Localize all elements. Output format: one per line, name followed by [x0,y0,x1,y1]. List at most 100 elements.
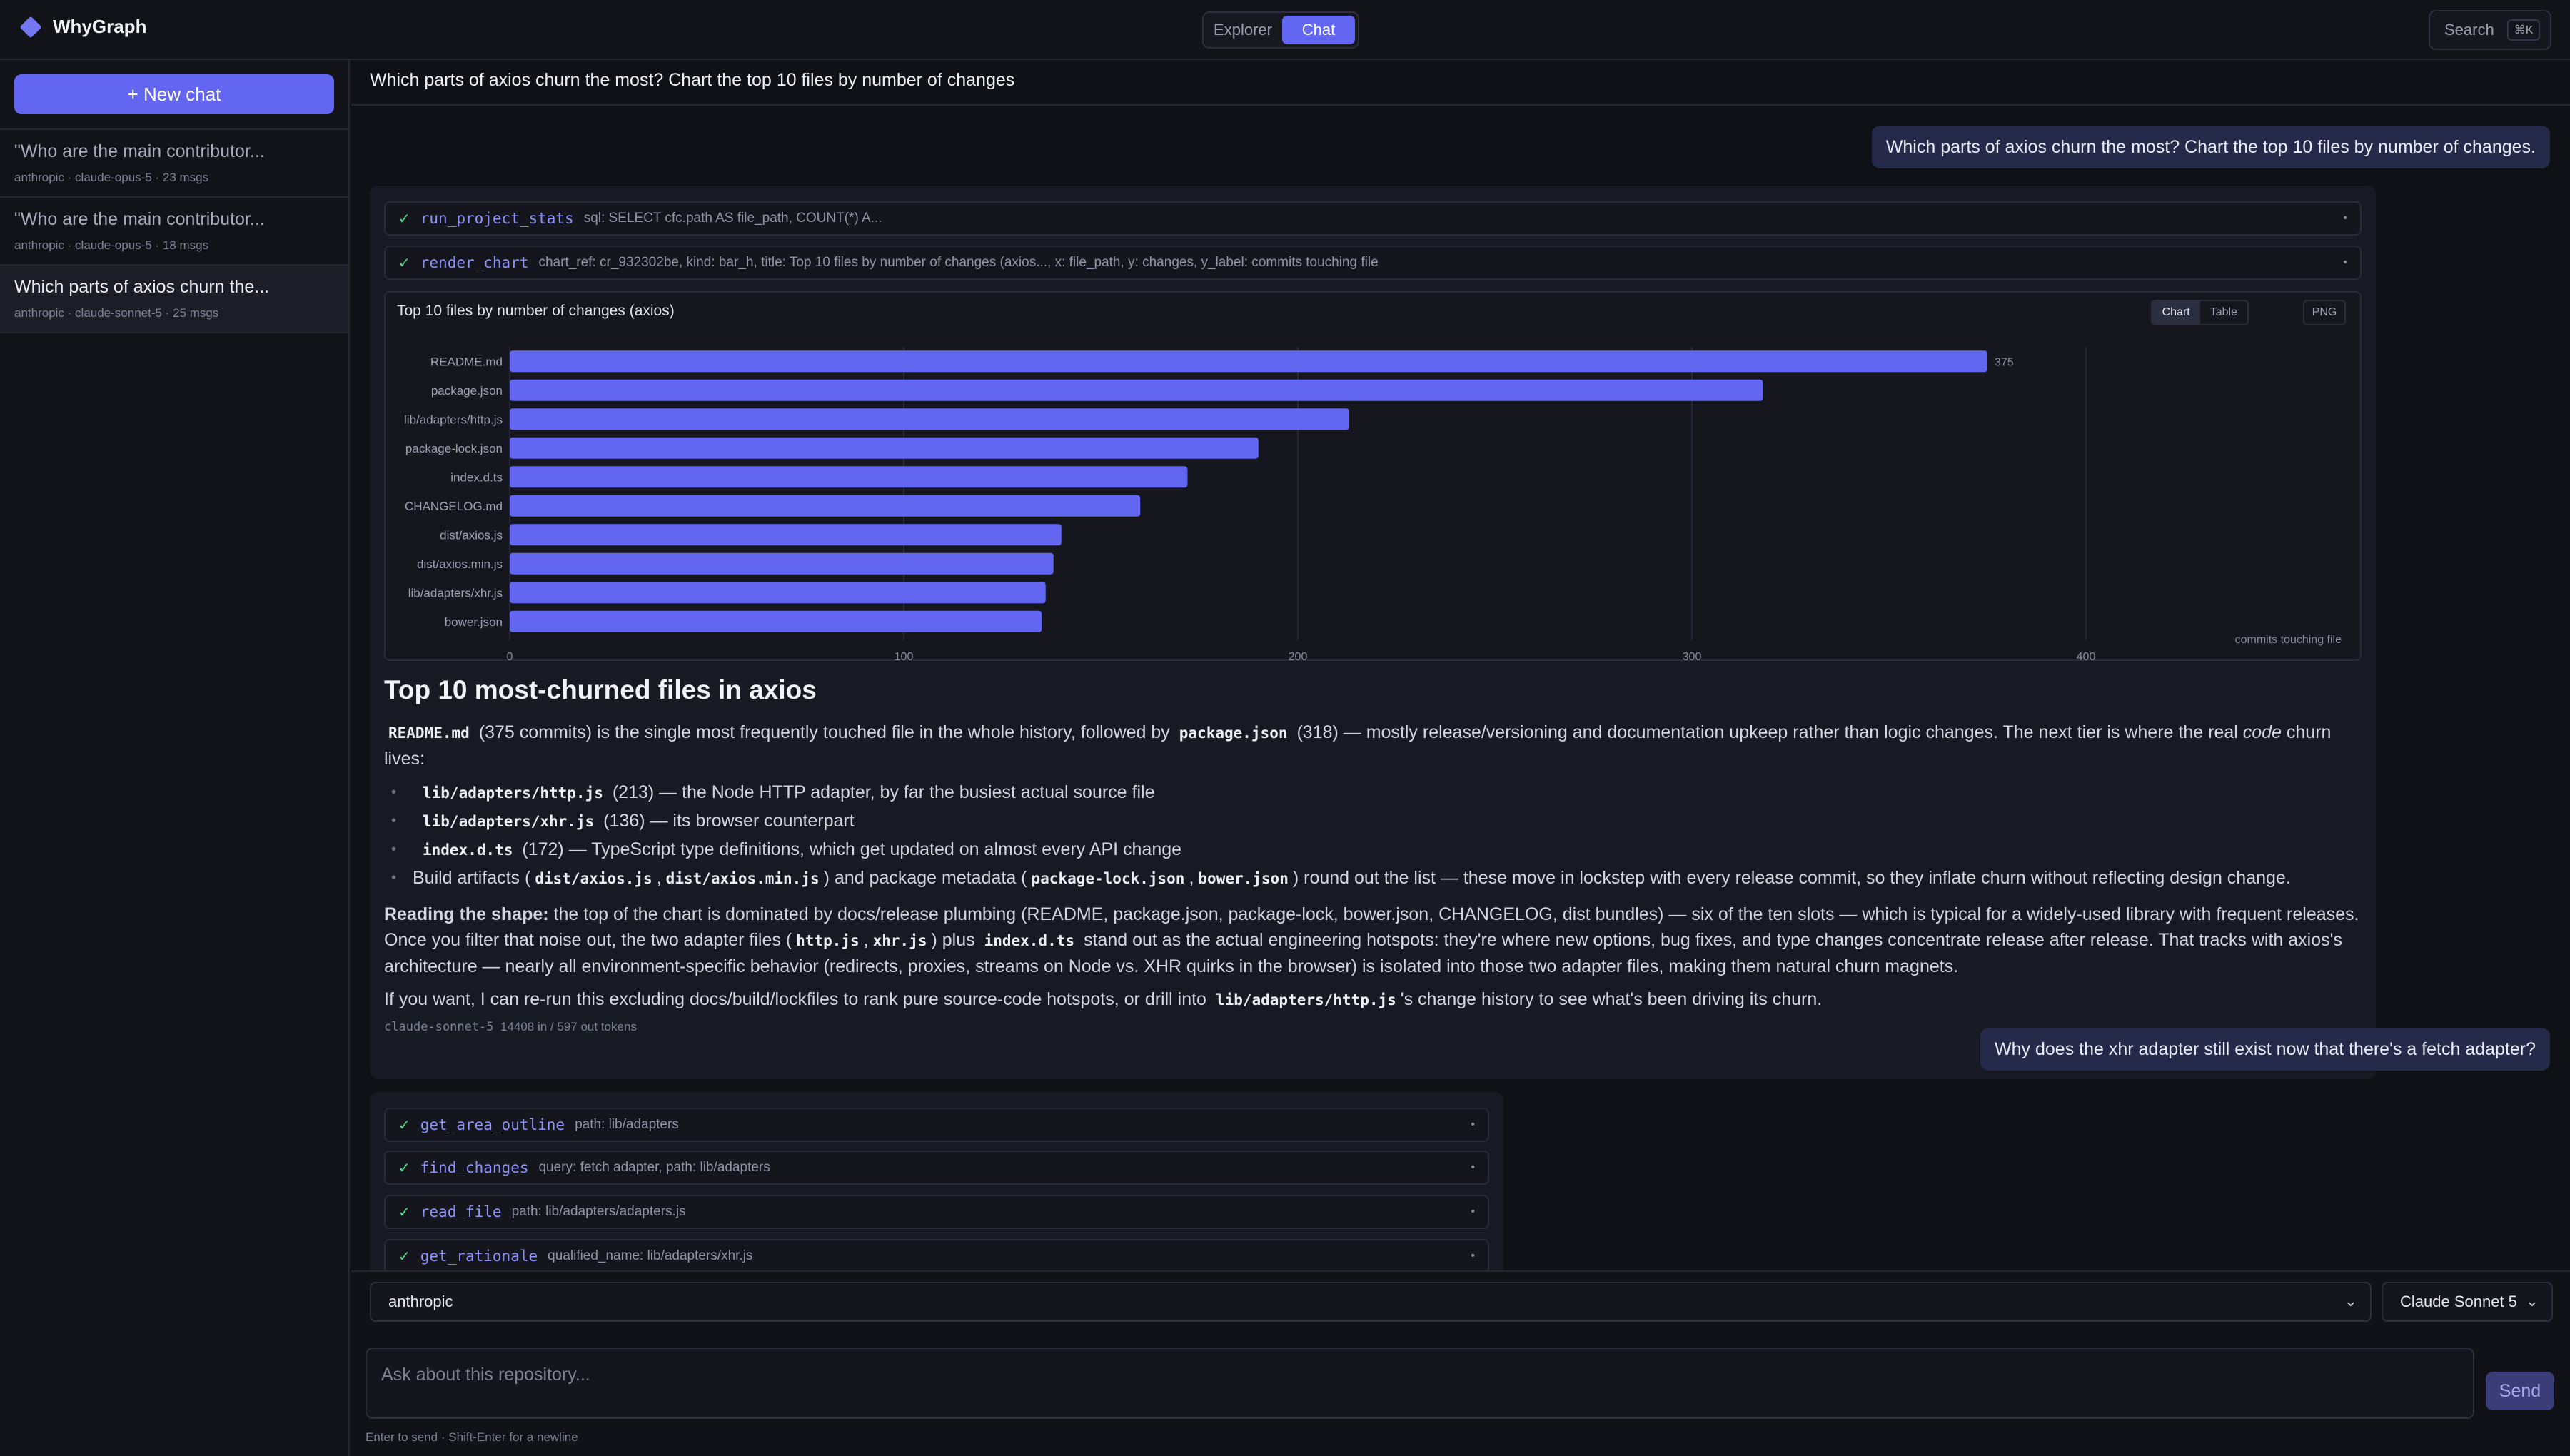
bar [510,552,1054,575]
model-name: claude-sonnet-5 [384,1020,494,1034]
bar [510,437,1259,459]
answer-heading: Top 10 most-churned files in axios [384,675,817,704]
chevron-down-icon: ⌄ [2344,1292,2357,1310]
data-label: 375 [1995,356,2014,368]
search-label: Search [2444,21,2494,39]
sidebar: + New chat "Who are the main contributor… [0,60,350,1456]
chat-list: "Who are the main contributor... anthrop… [0,128,348,333]
chart-panel: 0 100 200 300 400 README.md package.json lib/ad… [384,291,2362,662]
x-tick-label: 0 [507,651,513,662]
new-chat-button[interactable]: + New chat [14,74,334,114]
app-name: WhyGraph [53,16,147,37]
tool-call[interactable]: ✓ get_rationale qualified_name: lib/adap… [384,1239,1489,1273]
x-axis-label: commits touching file [2235,634,2342,646]
tool-call[interactable]: ✓ render_chart chart_ref: cr_932302be, k… [384,246,2362,280]
chat-title: "Who are the main contributor... [14,141,265,161]
bar [510,350,1987,373]
tool-call[interactable]: ✓ find_changes query: fetch adapter, pat… [384,1151,1489,1185]
chat-title: "Who are the main contributor... [14,209,265,229]
expand-icon: • [1471,1118,1475,1131]
table-view-button[interactable]: Table [2209,306,2237,318]
user-message: Why does the xhr adapter still exist now… [1980,1028,2550,1071]
tool-call[interactable]: ✓ get_area_outline path: lib/adapters • [384,1108,1489,1142]
check-icon: ✓ [398,1204,410,1220]
export-png-button[interactable]: PNG [2303,300,2346,325]
tool-call[interactable]: ✓ read_file path: lib/adapters/adapters.… [384,1195,1489,1229]
chart-view-toggle: Chart Table [2150,300,2249,325]
x-tick-label: 400 [2077,651,2096,662]
composer: anthropic ⌄ Claude Sonnet 5 ⌄ Ask about … [351,1270,2570,1456]
chat-title: Which parts of axios churn the... [14,277,270,297]
answer-list: lib/adapters/http.js (213) — the Node HT… [384,779,2362,893]
y-tick-label: bower.json [445,615,503,629]
model-select[interactable]: Claude Sonnet 5 ⌄ [2382,1282,2553,1322]
send-button[interactable]: Send [2486,1372,2554,1410]
mode-switch: Explorer Chat [1202,11,1359,49]
token-count: 14408 in / 597 out tokens [500,1020,637,1033]
y-tick-label: dist/axios.min.js [417,557,503,571]
chat-main: Which parts of axios churn the most? Cha… [351,60,2570,1456]
check-icon: ✓ [398,211,410,227]
tool-name: get_rationale [420,1248,538,1265]
chat-list-item[interactable]: "Who are the main contributor... anthrop… [0,130,348,198]
tool-name: render_chart [420,254,529,271]
bar-chart: 0 100 200 300 400 README.md package.json lib/ad… [404,347,2342,662]
chat-list-item-active[interactable]: Which parts of axios churn the... anthro… [0,266,348,333]
tool-args: path: lib/adapters/adapters.js [511,1204,686,1219]
expand-icon: • [2343,212,2347,224]
tool-args: path: lib/adapters [575,1117,679,1132]
assistant-message: ✓ run_project_stats sql: SELECT cfc.path… [370,186,2376,1079]
y-tick-label: lib/adapters/xhr.js [408,586,503,600]
tool-name: read_file [420,1203,502,1220]
check-icon: ✓ [398,255,410,271]
list-item: index.d.ts (172) — TypeScript type defin… [384,836,2362,864]
answer-paragraph: Reading the shape: the top of the chart … [384,904,2359,976]
model-value: Claude Sonnet 5 [2400,1293,2517,1310]
list-item: lib/adapters/xhr.js (136) — its browser … [384,807,2362,836]
chat-list-item[interactable]: "Who are the main contributor... anthrop… [0,198,348,266]
tool-args: qualified_name: lib/adapters/xhr.js [548,1248,753,1263]
tool-args: chart_ref: cr_932302be, kind: bar_h, tit… [538,255,1379,270]
provider-select[interactable]: anthropic ⌄ [370,1282,2372,1322]
check-icon: ✓ [398,1160,410,1176]
list-item: Build artifacts (dist/axios.js,dist/axio… [384,864,2362,893]
answer-body: Top 10 most-churned files in axios READM… [384,675,2362,1034]
provider-value: anthropic [388,1293,453,1310]
y-tick-label: README.md [430,355,503,368]
conversation-title: Which parts of axios churn the most? Cha… [351,60,2570,106]
y-tick-label: package.json [431,384,503,398]
check-icon: ✓ [398,1117,410,1133]
tab-explorer[interactable]: Explorer [1214,21,1272,39]
bar [510,524,1062,546]
tab-chat[interactable]: Chat [1282,16,1355,44]
y-tick-label: CHANGELOG.md [405,500,503,513]
top-bar: WhyGraph Explorer Chat Search ⌘K [0,0,2570,60]
answer-paragraph: If you want, I can re-run this excluding… [384,989,1823,1009]
search-button[interactable]: Search ⌘K [2429,10,2551,50]
expand-icon: • [1471,1161,1475,1173]
y-tick-label: dist/axios.js [440,528,503,542]
chart-view-button[interactable]: Chart [2152,301,2200,324]
chat-meta: anthropic · claude-opus-5 · 23 msgs [14,171,209,184]
bar [510,379,1763,401]
chat-meta: anthropic · claude-opus-5 · 18 msgs [14,238,209,252]
bar [510,582,1046,604]
chevron-down-icon: ⌄ [2525,1292,2539,1310]
y-tick-label: package-lock.json [405,442,503,455]
tool-call[interactable]: ✓ run_project_stats sql: SELECT cfc.path… [384,201,2362,236]
shortcut-badge: ⌘K [2506,19,2541,41]
list-item: lib/adapters/http.js (213) — the Node HT… [384,779,2362,807]
x-tick-label: 300 [1683,651,1702,662]
user-message: Which parts of axios churn the most? Cha… [1871,126,2550,168]
prompt-input[interactable]: Ask about this repository... [366,1348,2474,1419]
message-meta: claude-sonnet-5 14408 in / 597 out token… [384,1020,2362,1034]
tool-args: sql: SELECT cfc.path AS file_path, COUNT… [583,211,882,226]
diamond-logo-icon [19,15,42,39]
tool-args: query: fetch adapter, path: lib/adapters [538,1160,770,1175]
tool-name: run_project_stats [420,210,574,227]
expand-icon: • [2343,256,2347,268]
bar [510,495,1141,517]
y-tick-label: lib/adapters/http.js [404,413,503,426]
chat-meta: anthropic · claude-sonnet-5 · 25 msgs [14,306,219,320]
brand[interactable]: WhyGraph [19,15,147,39]
